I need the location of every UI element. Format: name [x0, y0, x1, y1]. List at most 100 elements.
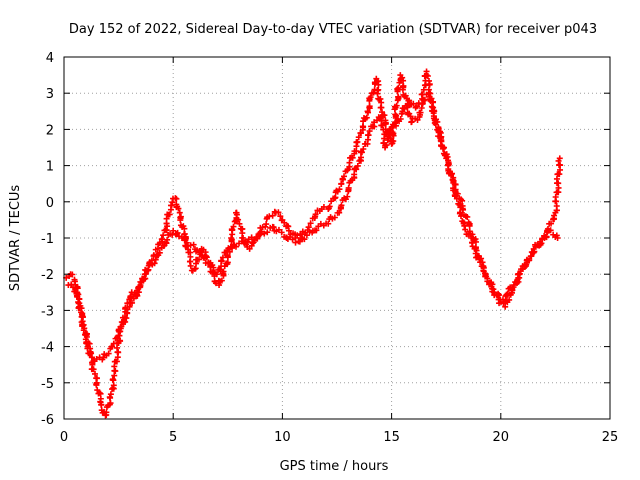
data-point-interp — [450, 179, 457, 186]
data-point-interp — [195, 256, 202, 263]
data-point-interp — [383, 142, 390, 149]
data-point-interp — [410, 100, 417, 107]
data-point-interp — [355, 134, 362, 141]
data-point-interp — [156, 249, 163, 256]
data-point-interp — [354, 138, 361, 145]
data-point-interp — [79, 322, 86, 329]
data-point-interp — [236, 220, 243, 227]
data-point-interp — [366, 128, 373, 135]
x-tick-label: 5 — [169, 430, 177, 445]
data-point-interp — [144, 267, 151, 274]
data-point-interp — [377, 104, 384, 111]
data-point-interp — [437, 129, 444, 136]
data-point-interp — [190, 241, 197, 248]
data-point-interp — [477, 259, 484, 266]
data-point-interp — [367, 94, 374, 101]
data-point-interp — [483, 273, 490, 280]
data-point-interp — [269, 212, 276, 219]
data-point-interp — [229, 226, 236, 233]
data-point-interp — [453, 195, 460, 202]
data-point-interp — [129, 299, 136, 306]
data-point-interp — [281, 219, 288, 226]
data-point-interp — [403, 95, 410, 102]
data-point-interp — [187, 262, 194, 269]
data-point — [548, 220, 555, 227]
data-point-interp — [105, 350, 112, 357]
data-point-interp — [536, 242, 543, 249]
data-point-interp — [448, 171, 455, 178]
data-point — [246, 245, 253, 252]
data-point-interp — [529, 249, 536, 256]
data-point — [168, 202, 175, 209]
data-point-interp — [366, 103, 373, 110]
data-point-interp — [98, 401, 105, 408]
data-point — [213, 271, 220, 278]
data-point-interp — [392, 120, 399, 127]
data-point — [240, 235, 247, 241]
data-point-interp — [365, 132, 372, 139]
data-point-interp — [175, 205, 182, 212]
data-point-interp — [219, 254, 226, 261]
y-tick-label: 2 — [46, 123, 54, 138]
data-point-interp — [326, 203, 333, 210]
x-tick-label: 20 — [493, 430, 510, 445]
data-point — [556, 155, 563, 162]
data-point-interp — [278, 229, 285, 236]
data-point-interp — [78, 309, 85, 316]
data-point-interp — [183, 239, 190, 246]
data-point-interp — [427, 90, 434, 97]
data-point — [170, 227, 177, 234]
data-point-interp — [516, 271, 523, 278]
data-point-interp — [417, 109, 424, 116]
data-point-interp — [526, 257, 533, 264]
data-point-interp — [69, 271, 76, 278]
data-point-interp — [392, 111, 399, 118]
data-point-interp — [218, 258, 225, 265]
data-point-interp — [397, 116, 404, 123]
data-point — [338, 180, 345, 187]
data-point-interp — [552, 193, 559, 200]
data-point-interp — [254, 235, 261, 242]
data-point-interp — [530, 245, 537, 252]
data-point-interp — [459, 197, 466, 204]
data-point-interp — [378, 99, 385, 106]
data-point-interp — [110, 382, 117, 389]
y-tick-label: -6 — [41, 413, 54, 428]
data-point-interp — [379, 122, 386, 129]
data-point-interp — [226, 248, 233, 255]
data-point-interp — [173, 195, 180, 202]
data-point-interp — [92, 370, 99, 377]
y-tick-label: 0 — [46, 196, 54, 211]
data-point-interp — [360, 146, 367, 153]
data-point-interp — [429, 108, 436, 115]
y-tick-label: -4 — [41, 341, 54, 356]
data-point — [364, 108, 371, 115]
chart-title: Day 152 of 2022, Sidereal Day-to-day VTE… — [69, 22, 597, 37]
data-point-interp — [307, 220, 314, 227]
y-tick-label: -3 — [41, 304, 54, 319]
x-tick-label: 10 — [274, 430, 291, 445]
data-point-interp — [338, 202, 345, 209]
data-point-interp — [509, 285, 516, 292]
data-point-interp — [107, 400, 114, 407]
data-point-interp — [228, 235, 235, 242]
data-point-interp — [87, 349, 94, 356]
data-point-interp — [457, 209, 464, 216]
data-point-interp — [151, 260, 158, 267]
grid-lines — [64, 57, 610, 419]
data-point — [499, 296, 506, 303]
data-point-interp — [401, 105, 408, 112]
data-point-interp — [354, 162, 361, 169]
data-point-interp — [381, 112, 388, 119]
data-point-interp — [224, 259, 231, 266]
data-point-interp — [420, 86, 427, 93]
data-point-interp — [275, 209, 282, 216]
data-point-interp — [103, 409, 110, 416]
data-point-interp — [294, 232, 301, 239]
data-point-interp — [517, 268, 524, 275]
data-point-interp — [164, 236, 171, 243]
data-point-interp — [430, 113, 437, 120]
data-point-interp — [113, 358, 120, 365]
data-point-interp — [452, 192, 459, 199]
